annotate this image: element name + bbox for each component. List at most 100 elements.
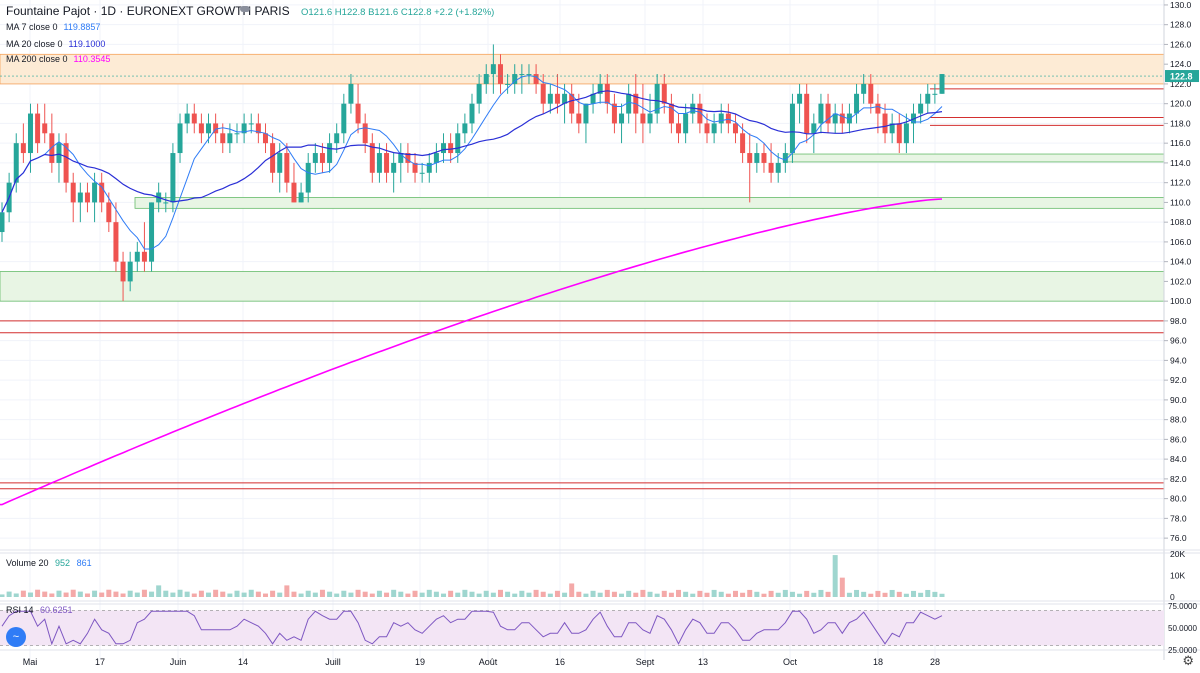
volume-bar xyxy=(832,555,838,597)
x-tick-label: Oct xyxy=(783,657,798,667)
volume-bar xyxy=(77,591,83,597)
candle-body xyxy=(255,123,261,134)
volume-bar xyxy=(227,593,233,597)
candle-body xyxy=(426,162,432,173)
volume-bar xyxy=(291,591,297,597)
candle-body xyxy=(903,123,909,144)
candle-body xyxy=(882,113,888,134)
candle-body xyxy=(590,93,596,104)
collapse-legend-button[interactable] xyxy=(240,6,250,12)
price-tick-label: 84.0 xyxy=(1170,454,1187,464)
volume-bar xyxy=(868,593,874,597)
candle-body xyxy=(177,123,183,154)
volume-bar xyxy=(654,593,660,597)
volume-bar xyxy=(170,592,176,597)
gear-icon[interactable]: ⚙ xyxy=(1182,653,1194,668)
candle-body xyxy=(63,143,69,183)
volume-bar xyxy=(141,589,147,597)
price-tick-label: 118.0 xyxy=(1170,118,1191,128)
volume-bar xyxy=(889,589,895,597)
volume-bar xyxy=(533,589,539,597)
volume-value-1: 952 xyxy=(55,558,71,568)
volume-bar xyxy=(49,593,55,597)
volume-bar xyxy=(740,592,746,597)
candle-body xyxy=(718,113,724,124)
candle-body xyxy=(768,162,774,173)
price-tick-label: 126.0 xyxy=(1170,39,1192,49)
candle-body xyxy=(647,113,653,124)
ma7-legend[interactable]: MA 7 close 0 119.8857 xyxy=(6,22,100,32)
volume-bar xyxy=(334,593,340,597)
volume-bar xyxy=(355,589,361,597)
rsi-line xyxy=(1,610,943,646)
candle-body xyxy=(405,153,411,163)
volume-bar xyxy=(348,592,354,597)
volume-bar xyxy=(462,589,468,597)
candle-body xyxy=(234,133,240,135)
volume-bar xyxy=(896,591,902,597)
candle-body xyxy=(889,123,895,134)
x-tick-label: Sept xyxy=(636,657,655,667)
volume-bar xyxy=(811,592,817,597)
volume-tick-label: 0 xyxy=(1170,592,1175,602)
candle-body xyxy=(569,93,575,114)
volume-bar xyxy=(718,591,724,597)
volume-bar xyxy=(255,591,261,597)
volume-bar xyxy=(839,577,845,597)
ma20-legend[interactable]: MA 20 close 0 119.1000 xyxy=(6,39,105,49)
candle-body xyxy=(839,113,845,124)
price-tick-label: 90.0 xyxy=(1170,395,1187,405)
ohlc-readout: O121.6 H122.8 B121.6 C122.8 +2.2 (+1.82%… xyxy=(301,7,494,18)
price-tick-label: 80.0 xyxy=(1170,494,1187,504)
candle-body xyxy=(376,153,382,173)
candle-body xyxy=(433,153,439,163)
volume-bar xyxy=(497,589,503,597)
x-tick-label: 28 xyxy=(930,657,940,667)
candle-body xyxy=(497,64,503,84)
volume-bar xyxy=(732,590,738,597)
volume-bar xyxy=(562,592,568,597)
volume-legend[interactable]: Volume 20 952 861 xyxy=(6,558,92,568)
candle-body xyxy=(70,182,76,203)
volume-bar xyxy=(341,590,347,597)
candle-body xyxy=(134,251,140,262)
volume-bar xyxy=(284,585,290,597)
price-tick-label: 94.0 xyxy=(1170,355,1187,365)
volume-bar xyxy=(455,592,461,597)
volume-bar xyxy=(213,589,219,597)
price-tick-label: 98.0 xyxy=(1170,316,1187,326)
volume-bar xyxy=(63,592,69,597)
candle-body xyxy=(925,93,931,104)
candle-body xyxy=(533,74,539,84)
high-value: H122.8 xyxy=(334,7,366,18)
price-tick-label: 122.0 xyxy=(1170,79,1192,89)
x-tick-label: 19 xyxy=(415,657,425,667)
volume-bar xyxy=(846,592,852,597)
candle-body xyxy=(754,153,760,163)
volume-bar xyxy=(704,592,710,597)
candle-body xyxy=(483,74,489,84)
candle-body xyxy=(334,133,340,144)
candle-body xyxy=(412,162,418,173)
volume-bar xyxy=(825,591,831,597)
candle-body xyxy=(106,202,112,223)
ma200-legend[interactable]: MA 200 close 0 110.3545 xyxy=(6,54,110,64)
volume-bar xyxy=(918,592,924,597)
candle-body xyxy=(797,93,803,104)
volume-label: Volume 20 xyxy=(6,558,49,568)
ma200-line xyxy=(0,198,943,506)
price-tick-label: 96.0 xyxy=(1170,336,1187,346)
volume-bar xyxy=(754,591,760,597)
candle-body xyxy=(711,123,717,134)
candle-body xyxy=(455,133,461,154)
candle-body xyxy=(312,153,318,163)
candle-body xyxy=(191,113,197,124)
rsi-legend[interactable]: RSI 14 60.6251 xyxy=(6,605,73,615)
volume-bar xyxy=(120,593,126,597)
ma20-label: MA 20 close 0 xyxy=(6,39,63,49)
candle-body xyxy=(604,83,610,104)
candle-body xyxy=(875,103,881,114)
volume-bar xyxy=(319,589,325,597)
candle-body xyxy=(476,83,482,104)
